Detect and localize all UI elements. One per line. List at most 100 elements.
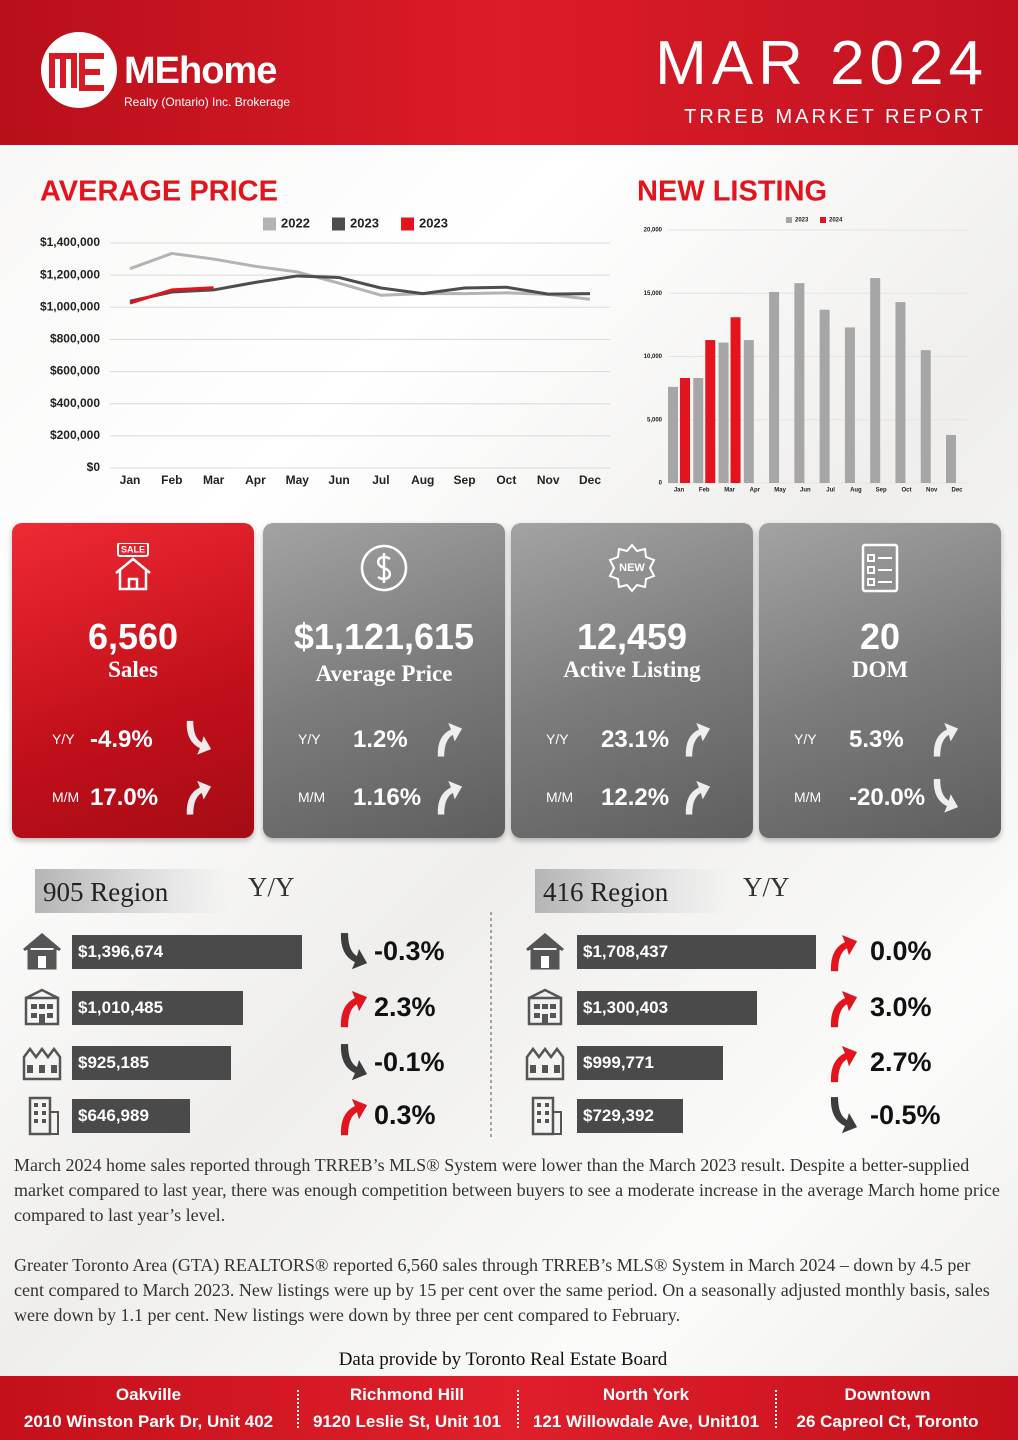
legend-label: 2023 bbox=[795, 218, 809, 224]
icon-part bbox=[552, 1111, 562, 1135]
trend-arrow bbox=[933, 778, 959, 814]
legend-label: 2023 bbox=[419, 215, 448, 230]
change-value: -0.5% bbox=[870, 1100, 941, 1130]
bar bbox=[794, 283, 805, 483]
x-tick-label: Feb bbox=[161, 473, 182, 487]
arrow-shape bbox=[437, 780, 463, 815]
arrow-shape bbox=[685, 722, 711, 757]
icon-part bbox=[541, 956, 549, 968]
y-tick-label: $800,000 bbox=[50, 332, 100, 346]
card-stat-value: 17.0% bbox=[90, 784, 159, 811]
trend-arrow bbox=[437, 780, 463, 815]
icon-part bbox=[38, 956, 46, 968]
legend-label: 2022 bbox=[281, 215, 310, 230]
bar bbox=[730, 317, 741, 483]
icon-part bbox=[115, 557, 151, 591]
icon-part bbox=[867, 554, 892, 586]
trend-arrow bbox=[933, 722, 959, 757]
y-tick-label: 0 bbox=[659, 481, 663, 487]
y-tick-label: $1,400,000 bbox=[40, 235, 100, 249]
property-icon bbox=[526, 933, 564, 970]
icon-part bbox=[530, 1065, 560, 1073]
x-tick-label: Aug bbox=[850, 488, 862, 494]
price-bar: $1,396,674 bbox=[72, 935, 302, 969]
trend-arrow bbox=[186, 720, 212, 756]
property-icon bbox=[23, 933, 61, 970]
icon-part bbox=[117, 543, 149, 557]
bar bbox=[844, 327, 855, 483]
office: Downtown 26 Capreol Ct, Toronto bbox=[775, 1376, 1000, 1440]
chart-title: AVERAGE PRICE bbox=[40, 176, 278, 208]
logo-mark bbox=[41, 32, 117, 108]
line-series bbox=[129, 251, 591, 301]
icon-part bbox=[537, 1103, 549, 1123]
bar bbox=[718, 342, 729, 483]
trend-arrow bbox=[830, 1096, 858, 1134]
icon-part bbox=[23, 933, 61, 970]
card-stat-label: Y/Y bbox=[546, 731, 569, 747]
price-bar: $1,300,403 bbox=[577, 991, 757, 1025]
header bbox=[0, 0, 1018, 145]
card-stat-label: M/M bbox=[298, 789, 326, 805]
card-stat-value: -20.0% bbox=[849, 784, 926, 811]
card-value: 20 bbox=[859, 616, 901, 657]
legend-swatch bbox=[263, 217, 276, 231]
card-stat-label: M/M bbox=[546, 789, 574, 805]
trend-arrow bbox=[437, 722, 463, 757]
line-series bbox=[129, 274, 591, 303]
office-city: Oakville bbox=[115, 1385, 182, 1404]
property-icon bbox=[28, 1096, 59, 1136]
office-address: 26 Capreol Ct, Toronto bbox=[796, 1412, 979, 1431]
bar bbox=[680, 378, 690, 483]
y-tick-label: 20,000 bbox=[644, 228, 663, 234]
property-icon bbox=[531, 1096, 562, 1136]
card-stat-value: 1.2% bbox=[353, 726, 408, 753]
icon-part bbox=[27, 1065, 57, 1073]
trend-arrow bbox=[340, 932, 368, 970]
bar bbox=[743, 340, 754, 483]
change-value: 0.0% bbox=[870, 936, 932, 966]
change-value: -0.3% bbox=[374, 936, 445, 966]
icon-part bbox=[22, 1046, 62, 1081]
card-icon bbox=[861, 543, 899, 593]
office-address: 9120 Leslie St, Unit 101 bbox=[312, 1412, 502, 1431]
card-stat-value: -4.9% bbox=[90, 726, 153, 753]
arrow-shape bbox=[830, 1045, 858, 1083]
icon-part bbox=[31, 1004, 53, 1024]
office-city: North York bbox=[602, 1385, 690, 1404]
card-icon: NEW bbox=[608, 543, 656, 593]
y-tick-label: 15,000 bbox=[644, 291, 663, 297]
x-tick-label: Jan bbox=[674, 488, 685, 494]
arrow-shape bbox=[933, 778, 959, 814]
bar bbox=[870, 278, 881, 483]
y-tick-label: $600,000 bbox=[50, 364, 100, 378]
change-value: 2.3% bbox=[374, 992, 436, 1022]
trend-arrow bbox=[830, 934, 858, 972]
footer-separator bbox=[517, 1390, 519, 1428]
bar bbox=[895, 302, 906, 483]
price-bar: $1,010,485 bbox=[72, 991, 243, 1025]
card-label: Average Price bbox=[315, 661, 453, 686]
y-tick-label: $1,000,000 bbox=[40, 299, 100, 313]
region-label: 416 Region bbox=[535, 869, 730, 913]
stat-card: 20 DOM Y/Y 5.3% M/M -20.0% bbox=[759, 523, 1001, 838]
paragraph: March 2024 home sales reported through T… bbox=[14, 1155, 1000, 1225]
office: North York 121 Willowdale Ave, Unit101 bbox=[517, 1376, 775, 1440]
footer-separator bbox=[297, 1390, 299, 1428]
office-city: Downtown bbox=[844, 1385, 931, 1404]
trend-arrow bbox=[830, 1045, 858, 1083]
price-bar: $1,708,437 bbox=[577, 935, 816, 969]
x-tick-label: Sep bbox=[876, 488, 887, 494]
icon-part bbox=[528, 988, 562, 1000]
trend-arrow bbox=[685, 722, 711, 757]
office: Richmond Hill 9120 Leslie St, Unit 101 bbox=[297, 1376, 517, 1440]
arrow-shape bbox=[437, 722, 463, 757]
region-period: Y/Y bbox=[248, 872, 295, 902]
price-bar: $925,185 bbox=[72, 1046, 231, 1080]
x-tick-label: Jul bbox=[826, 488, 835, 494]
y-tick-label: 5,000 bbox=[647, 417, 663, 423]
card-label: Active Listing bbox=[563, 657, 701, 682]
card-stat-value: 23.1% bbox=[601, 726, 670, 753]
card-stat-label: M/M bbox=[52, 789, 80, 805]
icon-part bbox=[376, 553, 392, 583]
